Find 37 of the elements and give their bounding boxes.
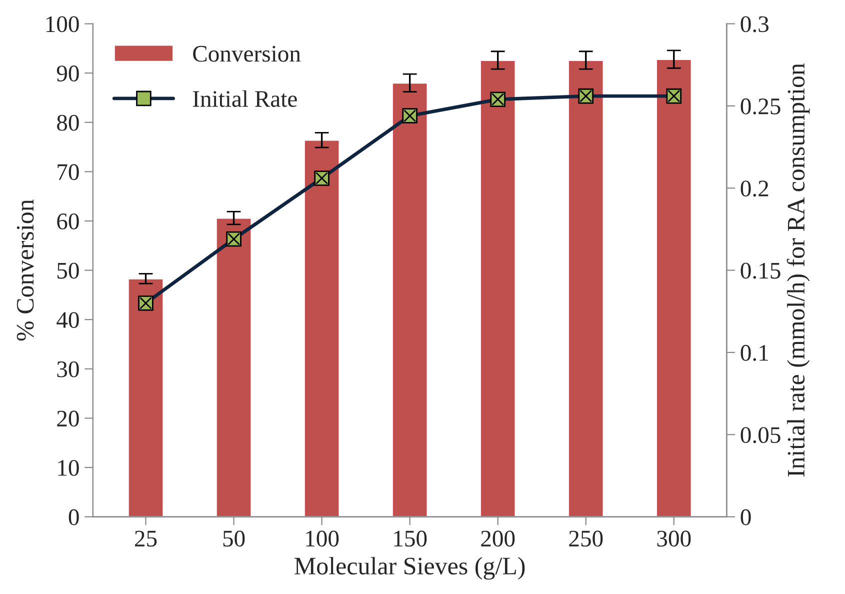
y2-axis-title: Initial rate (mmol/h) for RA consumption [786,63,810,477]
bar [304,139,340,517]
y-tick-label: 80 [57,114,79,131]
x-tick-label: 300 [657,530,691,547]
bar [392,82,428,517]
y2-tick-label: 0.1 [740,344,768,361]
y2-tick-label: 0.15 [740,262,780,279]
y-tick-label: 0 [68,509,79,526]
x-tick-label: 25 [134,530,157,547]
bar [480,60,516,517]
legend-label: Initial Rate [192,90,297,107]
y-tick-label: 70 [58,164,79,180]
bar [656,58,692,517]
legend-label: Conversion [193,46,301,62]
y-tick-label: 50 [58,262,79,279]
y2-tick-label: 0.25 [740,98,780,114]
y2-tick-label: 0.05 [740,427,780,444]
y-axis-title: % Conversion [16,199,34,341]
y-tick-label: 30 [57,361,79,378]
y-tick-label: 60 [57,213,79,230]
x-tick-label: 150 [394,530,427,547]
y2-tick-label: 0.2 [740,180,768,197]
y-tick-label: 40 [56,312,79,328]
x-tick-label: 50 [223,530,245,547]
y-tick-label: 100 [46,16,79,32]
y2-tick-label: 0 [740,509,751,526]
x-tick-label: 200 [481,530,515,547]
x-tick-label: 100 [306,530,339,547]
x-tick-label: 250 [569,530,603,547]
x-axis-title: Molecular Sieves (g/L) [294,556,525,580]
bar [215,217,252,517]
y-tick-label: 10 [58,460,79,476]
y2-tick-label: 0.3 [740,16,768,32]
y-tick-label: 20 [57,410,79,427]
bar [568,60,604,517]
y-tick-label: 90 [56,66,79,82]
bar [127,278,164,517]
